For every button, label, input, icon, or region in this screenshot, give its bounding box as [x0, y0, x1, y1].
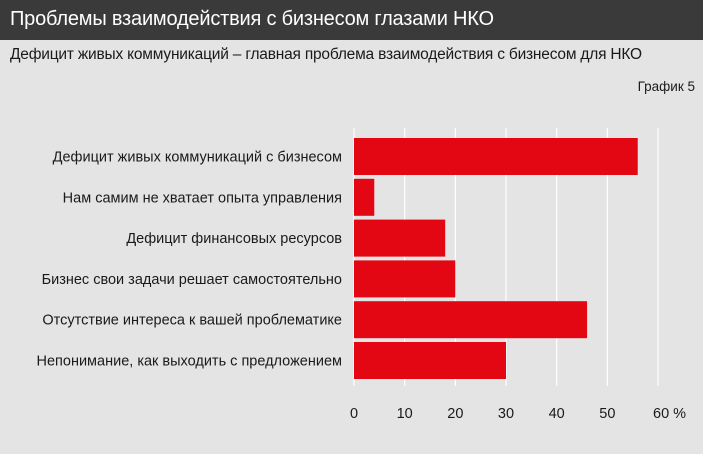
bar — [354, 342, 506, 379]
chart-subtitle: Дефицит живых коммуникаций – главная про… — [10, 46, 642, 63]
category-labels: Дефицит живых коммуникаций с бизнесом Нам… — [37, 150, 343, 370]
chart-number: График 5 — [637, 79, 695, 94]
x-tick-label: 30 — [498, 406, 514, 422]
bar — [354, 260, 456, 298]
category-label: Нам самим не хватает опыта управления — [63, 190, 342, 206]
bar — [354, 219, 446, 257]
chart-title: Проблемы взаимодействия с бизнесом глаза… — [10, 8, 494, 30]
x-tick-label: 10 — [397, 406, 413, 422]
bar — [354, 138, 638, 175]
x-tick-label: 60 % — [653, 406, 686, 422]
bar — [354, 301, 588, 339]
x-tick-label: 20 — [447, 406, 463, 422]
category-label: Дефицит живых коммуникаций с бизнесом — [53, 150, 342, 166]
header-bar: Проблемы взаимодействия с бизнесом глаза… — [0, 0, 703, 40]
category-label: Дефицит финансовых ресурсов — [126, 231, 342, 247]
bar — [354, 178, 375, 216]
x-tick-labels: 0 10 20 30 40 50 60 % — [350, 406, 686, 422]
category-label: Отсутствие интереса к вашей проблематике — [42, 313, 342, 329]
x-tick-label: 50 — [599, 406, 615, 422]
category-label: Непонимание, как выходить с предложением — [37, 354, 343, 370]
category-label: Бизнес свои задачи решает самостоятельно — [42, 272, 342, 288]
x-tick-label: 40 — [549, 406, 565, 422]
bars — [354, 138, 638, 379]
x-tick-label: 0 — [350, 406, 358, 422]
